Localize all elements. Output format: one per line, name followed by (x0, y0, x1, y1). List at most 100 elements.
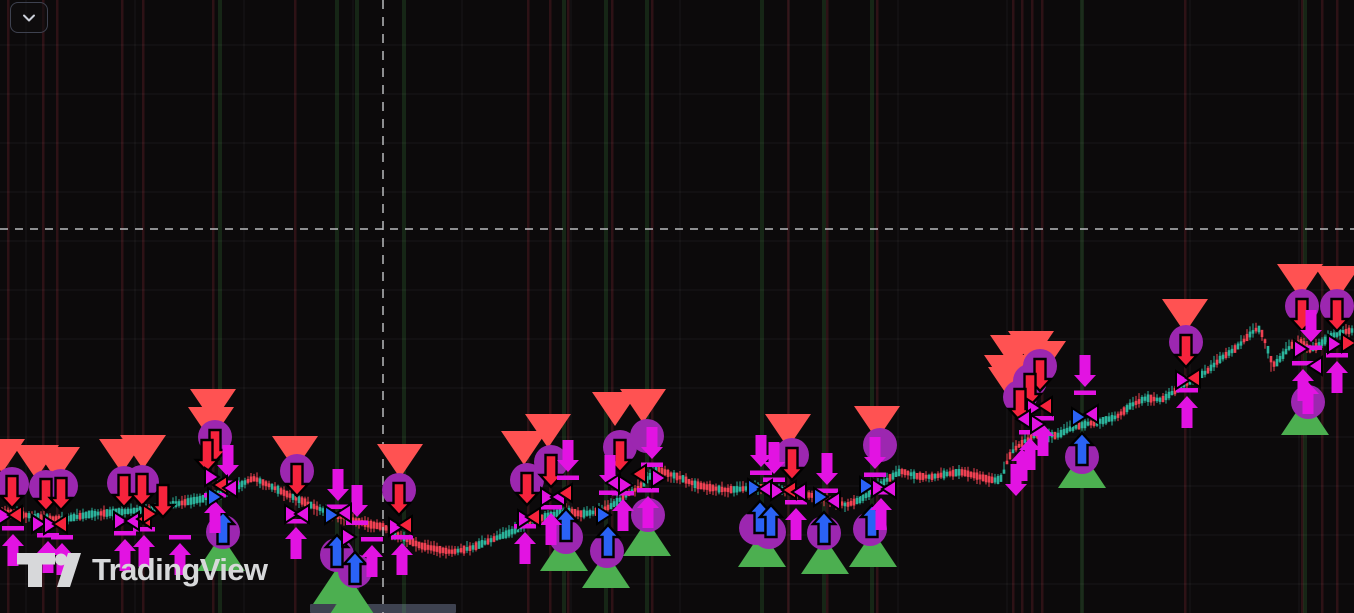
sell-signal-triangle-icon (765, 414, 811, 448)
down-arrow-to-bar-icon (816, 453, 838, 493)
left-triangle-icon (824, 490, 841, 512)
right-triangle-icon (341, 526, 358, 548)
up-arrow-to-bar-icon (514, 524, 536, 564)
right-triangle-icon (31, 513, 48, 535)
left-triangle-icon (123, 510, 140, 532)
buy-signal-triangle-icon (738, 531, 786, 567)
down-arrow-icon (0, 474, 26, 510)
down-arrow-to-bar-icon (217, 445, 239, 485)
up-arrow-icon (757, 503, 785, 539)
down-arrow-to-bar-icon (1074, 355, 1096, 395)
left-triangle-icon (51, 513, 68, 535)
down-arrow-icon (47, 476, 75, 512)
right-triangle-icon (1293, 338, 1310, 360)
up-arrow-to-bar-icon (361, 537, 383, 577)
down-arrow-icon (537, 453, 565, 489)
right-triangle-icon (1341, 332, 1354, 354)
sell-signal-triangle-icon (190, 389, 236, 423)
up-arrow-to-bar-icon (391, 535, 413, 575)
signal-column-stripes (7, 0, 1339, 613)
down-arrow-icon (778, 446, 806, 482)
left-triangle-icon (1184, 367, 1201, 389)
sell-signal-triangle-icon (592, 392, 638, 426)
up-arrow-to-bar-icon (612, 491, 634, 531)
down-arrow-icon (283, 462, 311, 498)
right-triangle-icon (284, 503, 301, 525)
right-triangle-icon (388, 516, 405, 538)
right-triangle-icon (113, 510, 130, 532)
down-arrow-to-bar-icon (641, 427, 663, 467)
right-triangle-icon (1327, 333, 1344, 355)
right-triangle-icon (747, 477, 764, 499)
left-triangle-icon (293, 503, 310, 525)
up-arrow-icon (594, 523, 622, 559)
right-triangle-icon (1030, 413, 1047, 435)
sell-signal-triangle-icon (1314, 266, 1354, 300)
tradingview-logo-mark-icon (17, 553, 81, 587)
down-arrow-to-bar-icon (346, 485, 368, 525)
right-triangle-icon (540, 486, 557, 508)
sell-signal-triangle-icon (1162, 299, 1208, 333)
buy-signal-triangle-icon (330, 581, 374, 613)
up-arrow-to-bar-icon (114, 531, 136, 571)
up-arrow-to-bar-icon (285, 519, 307, 559)
left-triangle-icon (880, 478, 897, 500)
buy-signal-triangle-icon (582, 552, 630, 588)
down-arrow-icon (1323, 297, 1351, 333)
right-triangle-icon (871, 477, 888, 499)
collapse-button[interactable] (10, 2, 48, 33)
scrollbar-thumb[interactable] (310, 604, 456, 613)
left-triangle-icon (1082, 403, 1099, 425)
sell-signal-triangle-icon (1277, 264, 1323, 298)
sell-signal-triangle-icon (120, 435, 166, 469)
down-arrow-icon (193, 438, 221, 474)
left-triangle-icon (630, 463, 647, 485)
down-arrow-to-bar-icon (327, 469, 349, 509)
right-triangle-icon (517, 508, 534, 530)
down-arrow-icon (128, 472, 156, 508)
buy-signal-triangle-icon (623, 520, 671, 556)
down-arrow-to-bar-icon (1300, 310, 1322, 350)
down-arrow-to-bar-icon (763, 442, 785, 482)
sell-signal-triangle-icon (377, 444, 423, 478)
up-arrow-to-bar-icon (1019, 430, 1041, 470)
right-triangle-icon (618, 474, 635, 496)
up-arrow-icon (810, 510, 838, 546)
buy-signal-triangle-icon (849, 531, 897, 567)
down-arrow-icon (149, 483, 177, 519)
right-triangle-icon (1175, 369, 1192, 391)
left-triangle-icon (1036, 395, 1053, 417)
sell-signal-triangle-icon (620, 389, 666, 423)
chevron-down-icon (23, 14, 35, 21)
up-arrow-icon (341, 550, 369, 586)
buy-signal-triangle-icon (197, 535, 245, 571)
down-arrow-to-bar-icon (750, 435, 772, 475)
up-arrow-to-bar-icon (133, 527, 155, 567)
up-arrow-to-bar-icon (1176, 388, 1198, 428)
up-arrow-to-bar-icon (1292, 361, 1314, 401)
right-triangle-icon (142, 503, 159, 525)
up-arrow-to-bar-icon (1032, 416, 1054, 456)
up-arrow-to-bar-icon (1326, 353, 1348, 393)
up-arrow-to-bar-icon (540, 505, 562, 545)
up-arrow-to-bar-icon (637, 488, 659, 528)
up-arrow-to-bar-icon (204, 493, 226, 533)
right-triangle-icon (207, 486, 224, 508)
left-triangle-icon (6, 504, 23, 526)
right-triangle-icon (859, 475, 876, 497)
left-triangle-icon (396, 514, 413, 536)
right-triangle-icon (43, 514, 60, 536)
down-arrow-to-bar-icon (599, 455, 621, 495)
right-triangle-icon (1071, 406, 1088, 428)
right-triangle-icon (0, 507, 14, 525)
left-triangle-icon (556, 482, 573, 504)
sell-signal-triangle-icon (272, 436, 318, 470)
up-arrow-to-bar-icon (785, 500, 807, 540)
left-triangle-icon (221, 477, 238, 499)
left-triangle-icon (335, 502, 352, 524)
sell-signal-triangle-icon (854, 406, 900, 440)
